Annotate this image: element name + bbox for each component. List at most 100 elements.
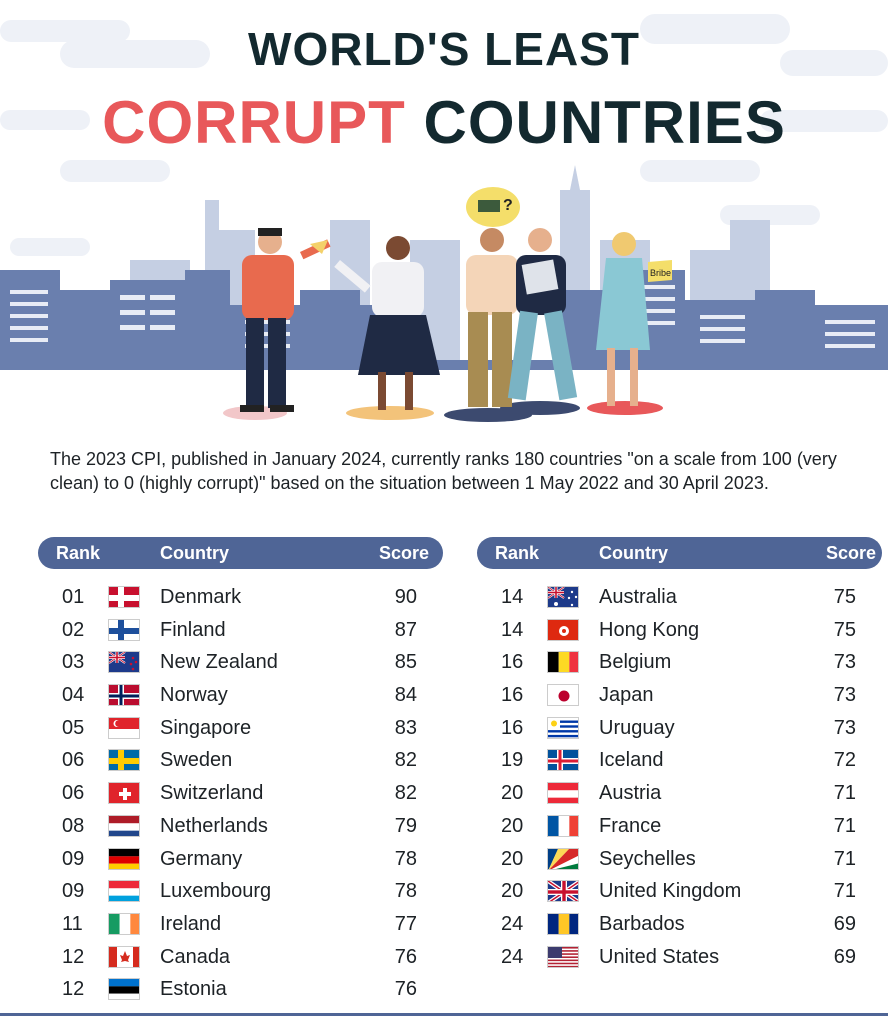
country-cell: Netherlands (160, 814, 268, 837)
flag-uy-icon (547, 716, 579, 739)
country-cell: United States (599, 945, 720, 968)
score-cell: 71 (833, 847, 856, 870)
score-cell: 83 (394, 716, 417, 739)
question-mark-text: ? (503, 197, 513, 214)
flag-fr-icon (547, 814, 579, 837)
table-row: 24 Barbados 69 (477, 908, 882, 941)
header-country: Country (599, 543, 668, 563)
cloud (760, 110, 888, 132)
rank-cell: 04 (62, 684, 85, 707)
score-cell: 71 (833, 814, 856, 837)
country-cell: Canada (160, 945, 231, 968)
score-cell: 72 (833, 749, 856, 772)
rank-cell: 14 (501, 586, 524, 608)
rank-cell: 16 (501, 684, 524, 707)
table-row: 16 Belgium 73 (477, 646, 882, 679)
rank-cell: 16 (501, 651, 524, 674)
score-cell: 84 (394, 684, 417, 707)
country-cell: Seychelles (599, 847, 696, 870)
score-cell: 78 (394, 847, 417, 870)
ranking-table-right: Rank Country Score 14 Australia 75 14 Hong K… (477, 537, 882, 973)
flag-de-icon (108, 847, 140, 870)
table-row: 16 Uruguay 73 (477, 712, 882, 745)
header-score: Score (825, 543, 876, 563)
table-row: 11 Ireland 77 (38, 908, 443, 941)
rank-cell: 20 (501, 847, 524, 870)
country-cell: Iceland (599, 749, 664, 772)
header-country: Country (160, 543, 229, 563)
flag-ch-icon (108, 782, 140, 805)
table-row: 14 Hong Kong 75 (477, 614, 882, 647)
table-row: 01 Denmark 90 (38, 581, 443, 614)
flag-ee-icon (108, 978, 140, 1001)
rank-cell: 16 (501, 716, 524, 739)
table-row: 16 Japan 73 (477, 679, 882, 712)
header-score: Score (378, 543, 429, 563)
table-row: 24 United States 69 (477, 941, 882, 974)
flag-fi-icon (108, 618, 140, 641)
flag-hk-icon (547, 618, 579, 641)
cloud (0, 110, 90, 130)
table-header: Rank Country Score (38, 537, 443, 569)
flag-sg-icon (108, 716, 140, 739)
cloud (60, 40, 210, 68)
cloud (10, 238, 90, 256)
flag-nl-icon (108, 814, 140, 837)
flag-at-icon (547, 782, 579, 805)
table-row: 14 Australia 75 (477, 581, 882, 614)
rank-cell: 20 (501, 782, 524, 805)
table-row: 20 France 71 (477, 810, 882, 843)
country-cell: New Zealand (160, 651, 278, 674)
table-row: 12 Canada 76 (38, 941, 443, 974)
country-cell: Sweden (160, 749, 233, 772)
score-cell: 73 (833, 684, 856, 707)
cloud (780, 50, 888, 76)
score-cell: 71 (833, 782, 856, 805)
score-cell: 90 (394, 586, 417, 608)
title-line-1: WORLD'S LEAST (248, 23, 640, 75)
table-row: 02 Finland 87 (38, 614, 443, 647)
flag-nz-icon (108, 651, 140, 674)
cloud (640, 160, 760, 182)
bottom-divider (0, 1013, 888, 1016)
table-row: 06 Switzerland 82 (38, 777, 443, 810)
country-cell: France (599, 814, 662, 837)
score-cell: 82 (394, 782, 417, 805)
country-cell: Singapore (160, 716, 252, 739)
flag-us-icon (547, 945, 579, 968)
score-cell: 71 (833, 880, 856, 903)
rank-cell: 09 (62, 847, 85, 870)
cloud (0, 20, 130, 42)
flag-ie-icon (108, 912, 140, 935)
city-illustration: ? Bribe (0, 165, 888, 422)
intro-text: The 2023 CPI, published in January 2024,… (50, 449, 837, 493)
table-header: Rank Country Score (477, 537, 882, 569)
country-cell: Finland (160, 618, 226, 641)
country-cell: Belgium (599, 651, 672, 674)
cloud (640, 14, 790, 44)
table-row: 08 Netherlands 79 (38, 810, 443, 843)
rank-cell: 06 (62, 749, 85, 772)
rank-cell: 12 (62, 945, 85, 968)
country-cell: Japan (599, 684, 654, 707)
country-cell: Estonia (160, 978, 227, 1001)
rank-cell: 14 (501, 618, 524, 641)
score-cell: 73 (833, 651, 856, 674)
rank-cell: 12 (62, 978, 85, 1001)
title-rest: COUNTRIES (423, 89, 786, 156)
table-body: 14 Australia 75 14 Hong Kong 75 16 Belgium 73 16 J… (477, 581, 882, 973)
flag-is-icon (547, 749, 579, 772)
rank-cell: 06 (62, 782, 85, 805)
score-cell: 79 (394, 814, 417, 837)
country-cell: Norway (160, 684, 228, 707)
table-row: 04 Norway 84 (38, 679, 443, 712)
country-cell: Germany (160, 847, 243, 870)
score-cell: 69 (833, 945, 856, 968)
score-cell: 85 (394, 651, 417, 674)
score-cell: 75 (833, 618, 856, 641)
score-cell: 76 (394, 978, 417, 1001)
rank-cell: 24 (501, 945, 524, 968)
country-cell: Ireland (160, 912, 222, 935)
rank-cell: 02 (62, 618, 85, 641)
cloud (60, 160, 170, 182)
